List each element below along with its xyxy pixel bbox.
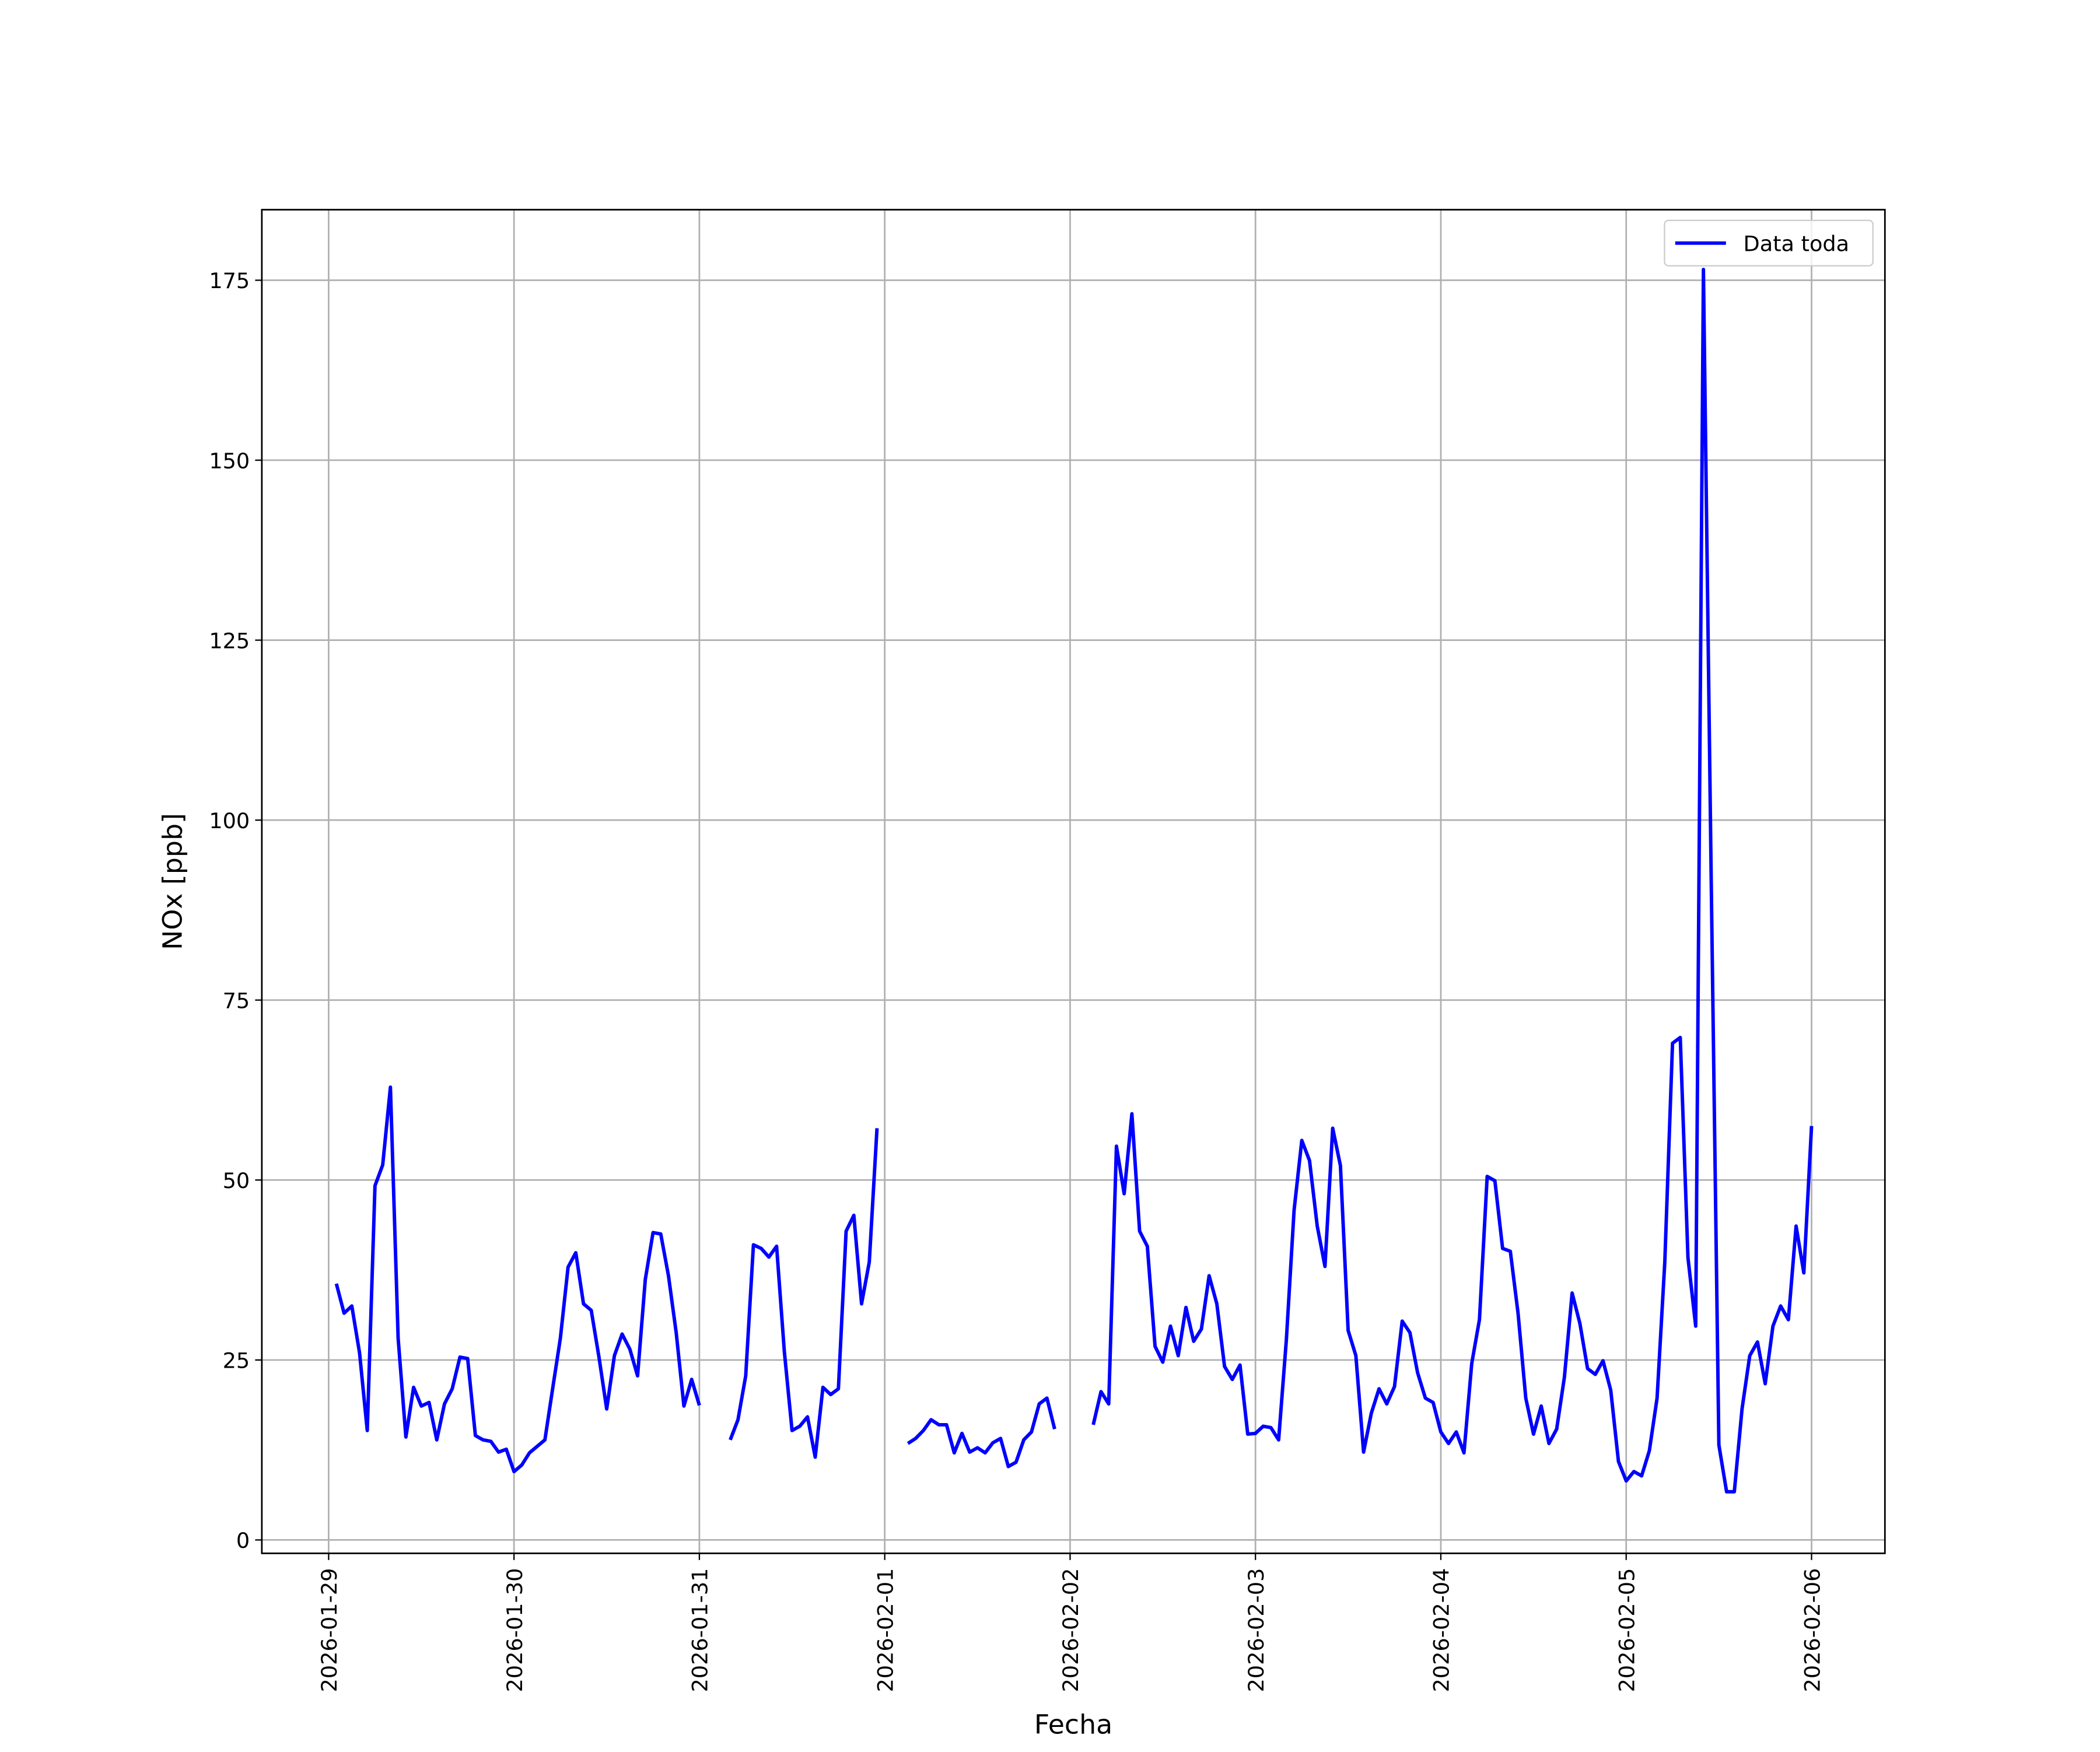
x-tick-label: 2026-02-02	[1058, 1568, 1083, 1693]
y-tick-label: 125	[209, 628, 250, 653]
y-tick-label: 0	[236, 1528, 250, 1553]
y-tick-label: 175	[209, 268, 250, 293]
x-tick-label: 2026-02-04	[1429, 1568, 1454, 1693]
y-tick-label: 50	[223, 1168, 250, 1193]
legend: Data toda	[1664, 219, 1874, 267]
x-tick-label: 2026-02-06	[1800, 1568, 1825, 1693]
legend-label: Data toda	[1744, 232, 1850, 257]
y-tick-label: 75	[223, 988, 250, 1013]
x-tick-label: 2026-02-01	[873, 1568, 898, 1693]
x-tick-label: 2026-01-29	[317, 1568, 342, 1693]
y-tick-label: 100	[209, 808, 250, 833]
y-axis-label: NOx [ppb]	[156, 813, 188, 950]
legend-box	[1664, 219, 1874, 267]
x-tick-label: 2026-01-30	[502, 1568, 527, 1693]
y-tick-label: 150	[209, 448, 250, 474]
plot-frame	[261, 209, 1886, 1554]
data-line	[334, 267, 1814, 1494]
y-tick-label: 25	[223, 1348, 250, 1373]
x-tick-label: 2026-02-05	[1614, 1568, 1639, 1693]
x-tick-label: 2026-01-31	[688, 1568, 713, 1693]
x-tick-label: 2026-02-03	[1244, 1568, 1269, 1693]
x-axis-label: Fecha	[1034, 1709, 1112, 1740]
